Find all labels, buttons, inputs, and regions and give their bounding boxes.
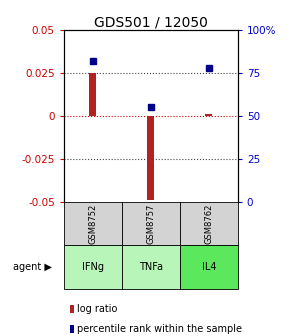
Text: IL4: IL4 — [202, 262, 216, 272]
Text: IFNg: IFNg — [82, 262, 104, 272]
Bar — [89, 73, 96, 116]
Text: TNFa: TNFa — [139, 262, 163, 272]
Bar — [205, 114, 212, 116]
Text: GSM8757: GSM8757 — [146, 203, 155, 244]
Text: log ratio: log ratio — [77, 304, 117, 314]
Text: percentile rank within the sample: percentile rank within the sample — [77, 324, 242, 334]
Title: GDS501 / 12050: GDS501 / 12050 — [94, 15, 208, 29]
Bar — [147, 116, 154, 200]
Text: GSM8762: GSM8762 — [204, 203, 213, 244]
Text: agent ▶: agent ▶ — [13, 262, 52, 272]
Text: GSM8752: GSM8752 — [88, 203, 97, 244]
